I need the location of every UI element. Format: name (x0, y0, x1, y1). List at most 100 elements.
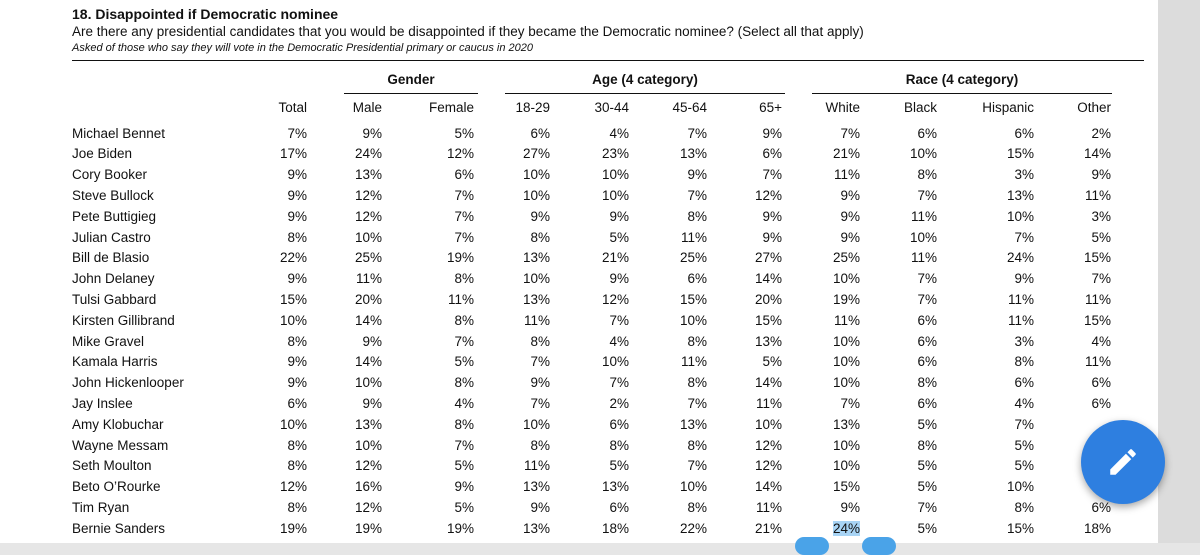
table-cell: 7% (609, 375, 629, 391)
table-cell: 14% (754, 375, 782, 391)
table-row: Wayne Messam 8% 10% 7% 8% 8% 8% 12% 10% 8% 5% (0, 438, 1158, 459)
table-cell: 11% (1084, 354, 1111, 370)
table-cell: 14% (1083, 146, 1111, 162)
candidate-name: Kirsten Gillibrand (72, 312, 175, 328)
table-cell: 7% (530, 395, 550, 411)
table-cell: 7% (1091, 271, 1111, 287)
table-cell: 9% (762, 208, 782, 224)
table-cell: 6% (530, 125, 550, 141)
table-row: Beto O’Rourke 12% 16% 9% 13% 13% 10% 14% 15% 5% 10… (0, 479, 1158, 500)
table-row: Amy Klobuchar 10% 13% 8% 10% 6% 13% 10% 13% 5% 7% (0, 417, 1158, 438)
table-row: Michael Bennet 7% 9% 5% 6% 4% 7% 9% 7% 6% 6% 2% (0, 126, 1158, 147)
table-cell: 27% (522, 146, 550, 162)
table-cell: 7% (609, 312, 629, 328)
table-cell: 5% (1091, 229, 1111, 245)
table-cell: 7% (454, 229, 474, 245)
table-cell: 5% (917, 416, 937, 432)
table-cell: 10% (522, 271, 550, 287)
table-cell: 22% (679, 520, 707, 536)
table-cell: 5% (1014, 458, 1034, 474)
table-cell: 9% (530, 375, 550, 391)
selection-handle-end[interactable] (862, 537, 896, 555)
table-cell: 9% (840, 499, 860, 515)
table-cell: 7% (454, 208, 474, 224)
table-cell: 9% (287, 187, 307, 203)
table-cell: 7% (917, 291, 937, 307)
table-cell: 10% (832, 375, 860, 391)
table-cell: 7% (917, 271, 937, 287)
table-cell: 7% (687, 458, 707, 474)
table-cell: 15% (1006, 520, 1034, 536)
table-cell: 13% (522, 520, 550, 536)
table-cell: 11% (910, 208, 937, 224)
table-cell: 7% (917, 499, 937, 515)
candidate-name: Mike Gravel (72, 333, 145, 349)
table-cell: 8% (1014, 354, 1034, 370)
selected-text[interactable]: 24% (832, 520, 860, 536)
group-header-age: Age (4 category) (592, 72, 698, 87)
table-cell: 6% (917, 125, 937, 141)
table-cell: 5% (454, 354, 474, 370)
table-cell: 15% (832, 479, 860, 495)
table-cell: 6% (687, 271, 707, 287)
table-cell: 10% (601, 187, 629, 203)
pencil-icon (1110, 449, 1136, 475)
group-header-gender: Gender (387, 72, 435, 87)
question-subtitle: Asked of those who say they will vote in… (72, 42, 533, 54)
table-cell: 8% (454, 271, 474, 287)
table-cell: 22% (279, 250, 307, 266)
table-cell: 11% (447, 291, 474, 307)
table-cell: 8% (1014, 499, 1034, 515)
table-cell: 7% (687, 125, 707, 141)
table-row: Mike Gravel 8% 9% 7% 8% 4% 8% 13% 10% 6% 3% 4% (0, 334, 1158, 355)
table-cell: 14% (754, 479, 782, 495)
table-cell: 3% (1014, 167, 1034, 183)
candidate-name: Julian Castro (72, 229, 151, 245)
table-cell: 9% (840, 208, 860, 224)
group-header-race: Race (4 category) (905, 72, 1019, 87)
candidate-name: Michael Bennet (72, 125, 166, 141)
table-cell: 6% (287, 395, 307, 411)
table-row: Joe Biden 17% 24% 12% 27% 23% 13% 6% 21% 10% 15% 14… (0, 146, 1158, 167)
table-row: Seth Moulton 8% 12% 5% 11% 5% 7% 12% 10% 5% 5% (0, 458, 1158, 479)
table-cell: 14% (354, 354, 382, 370)
table-cell: 11% (755, 395, 782, 411)
table-cell: 7% (1014, 416, 1034, 432)
table-cell: 6% (1091, 499, 1111, 515)
column-header: Male (352, 100, 382, 115)
table-cell: 6% (609, 499, 629, 515)
table-cell: 8% (687, 499, 707, 515)
column-header: Hispanic (982, 100, 1034, 115)
table-cell: 2% (609, 395, 629, 411)
table-cell: 9% (454, 479, 474, 495)
table-row: Kirsten Gillibrand 10% 14% 8% 11% 7% 10% 15% 11%… (0, 313, 1158, 334)
edit-button[interactable] (1081, 420, 1165, 504)
table-row: John Hickenlooper 9% 10% 8% 9% 7% 8% 14% 10% 8% 6%… (0, 375, 1158, 396)
table-cell: 24% (354, 146, 382, 162)
table-cell: 10% (832, 458, 860, 474)
table-cell: 27% (754, 250, 782, 266)
table-cell: 12% (754, 187, 782, 203)
table-cell: 7% (454, 437, 474, 453)
table-cell: 5% (917, 479, 937, 495)
column-header: Total (278, 100, 307, 115)
table-row: John Delaney 9% 11% 8% 10% 9% 6% 14% 10% 7% 9% 7% (0, 271, 1158, 292)
table-cell: 19% (446, 250, 474, 266)
table-cell: 13% (1006, 187, 1034, 203)
table-cell: 9% (287, 354, 307, 370)
table-cell: 10% (354, 375, 382, 391)
selection-handle-start[interactable] (795, 537, 829, 555)
column-header: 30-44 (594, 100, 629, 115)
table-cell: 7% (917, 187, 937, 203)
candidate-name: John Delaney (72, 271, 155, 287)
table-cell: 15% (1006, 146, 1034, 162)
table-cell: 7% (1014, 229, 1034, 245)
table-cell: 6% (609, 416, 629, 432)
table-cell: 7% (840, 125, 860, 141)
candidate-name: Tulsi Gabbard (72, 291, 157, 307)
table-cell: 10% (909, 146, 937, 162)
table-cell: 6% (917, 312, 937, 328)
table-cell: 7% (840, 395, 860, 411)
table-cell: 5% (609, 229, 629, 245)
column-header: 65+ (759, 100, 782, 115)
